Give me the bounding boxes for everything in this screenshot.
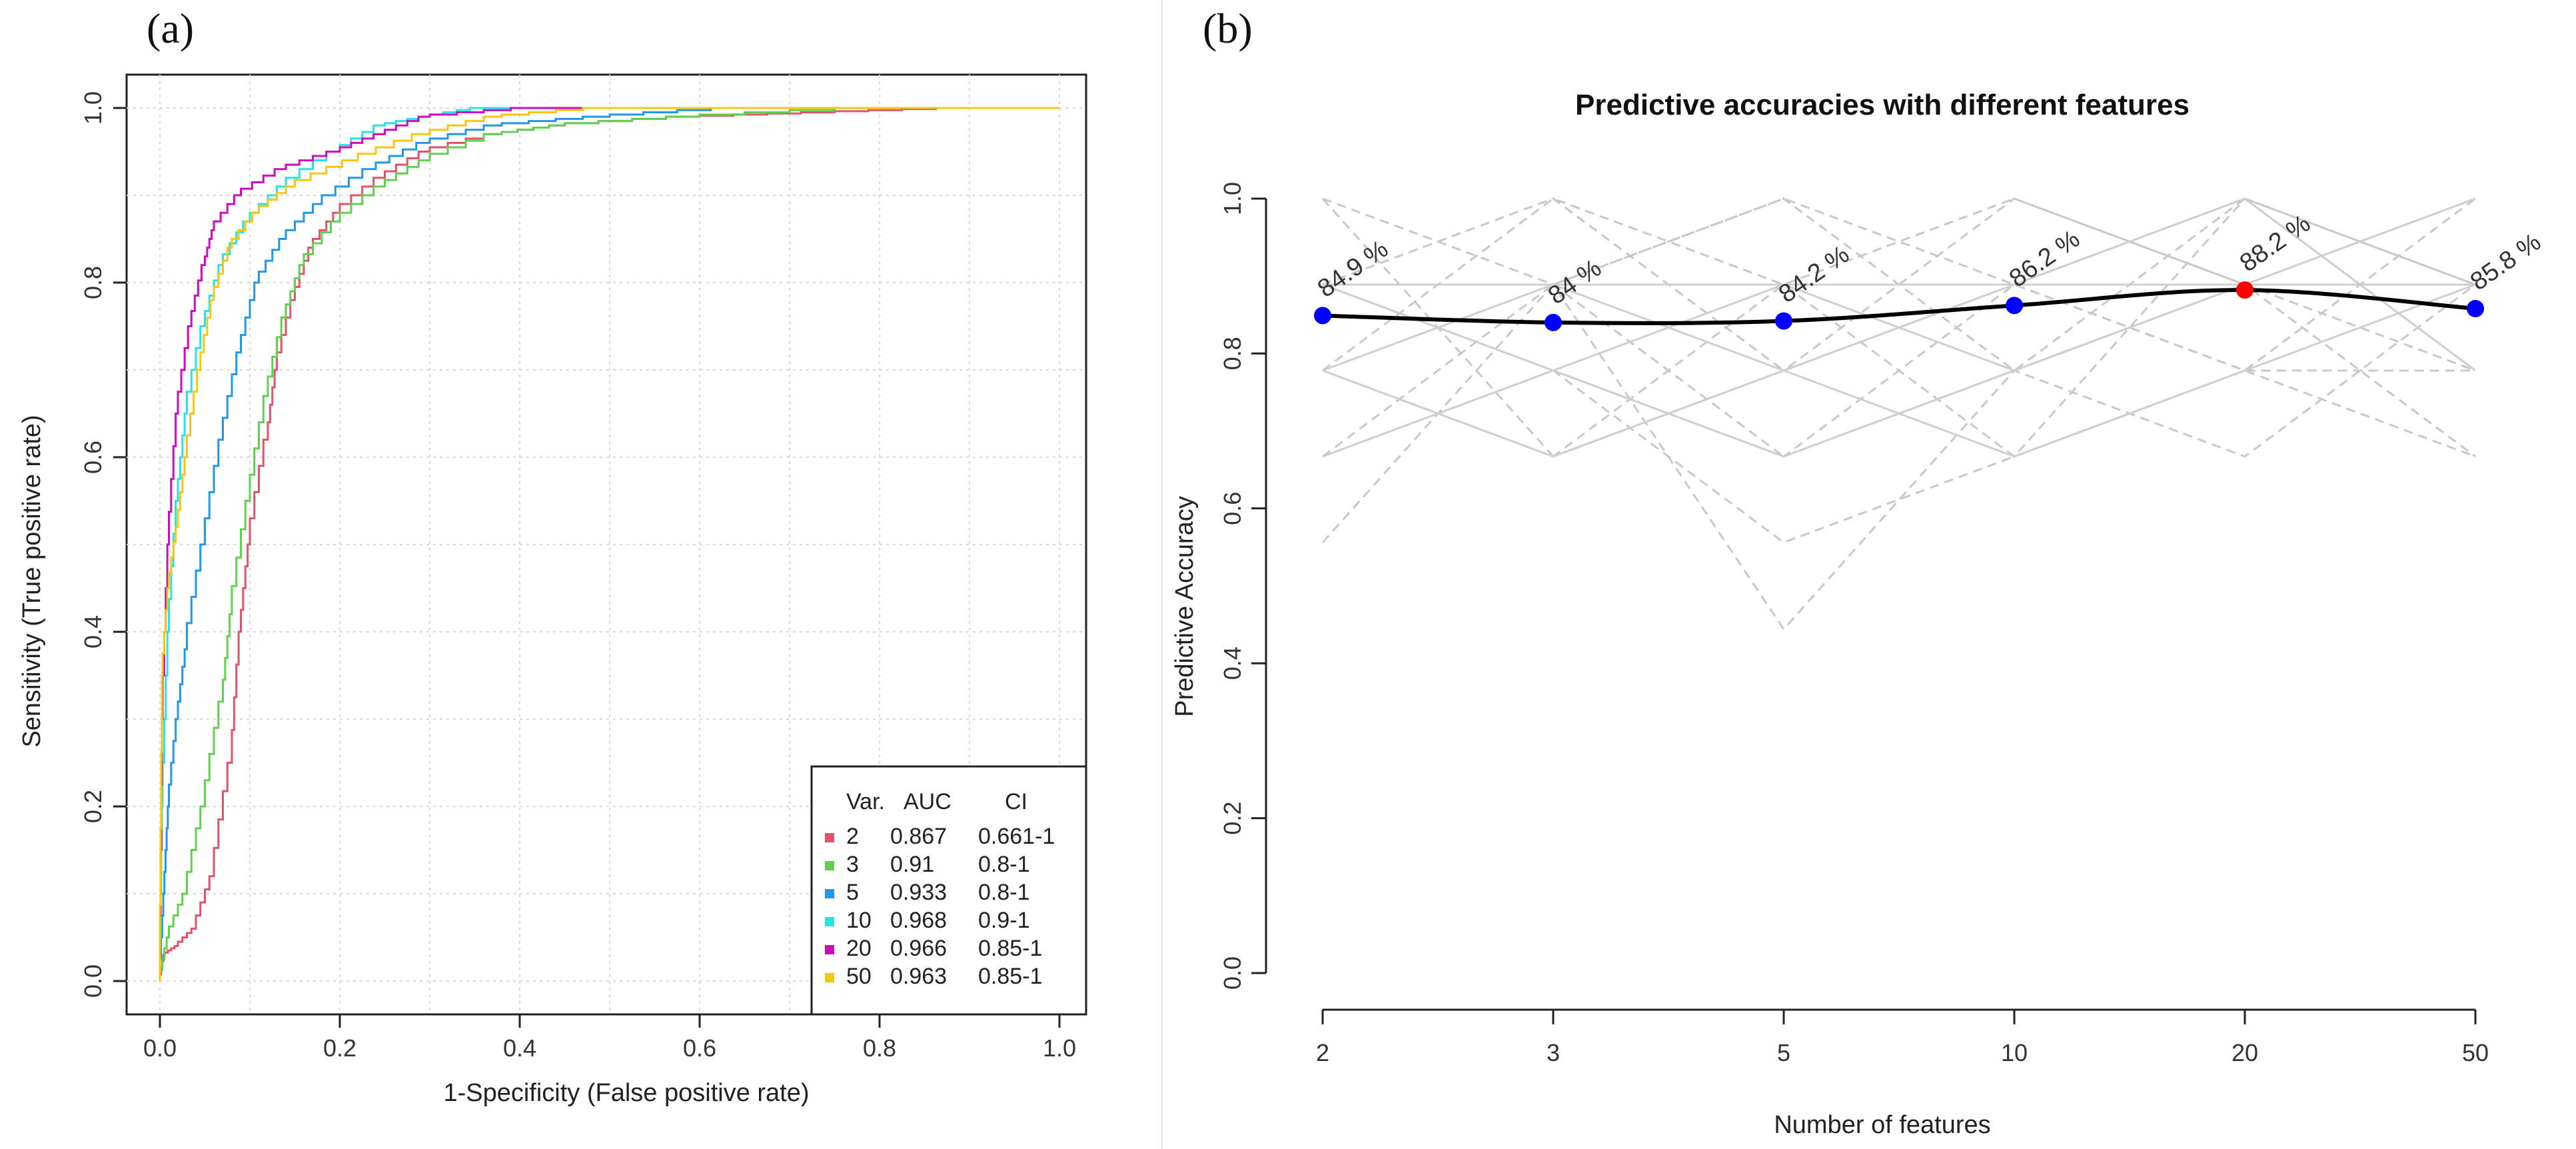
accuracy-point-2: [1314, 307, 1331, 325]
accuracy-point-label: 85.8 %: [2465, 228, 2546, 296]
roc-legend-var: 20: [846, 936, 872, 961]
accuracy-point-label: 84.2 %: [1774, 241, 1854, 309]
accuracy-background-solid-run: [1322, 283, 2476, 458]
accuracy-y-tick-label: 0.0: [1219, 956, 1246, 990]
accuracy-mean-series: 84.9 % 84 % 84.2 % 86.2 % 88.2 % 85.8 %: [1313, 209, 2546, 331]
accuracy-x-tick-label: 5: [1777, 1039, 1790, 1066]
accuracy-y-axis-label: Predictive Accuracy: [1171, 496, 1199, 717]
accuracy-chart-title: Predictive accuracies with different fea…: [1575, 89, 2190, 121]
roc-x-tick-label: 0.4: [503, 1034, 536, 1062]
accuracy-y-tick-label: 0.8: [1219, 337, 1246, 370]
roc-legend-swatch: [825, 861, 834, 870]
roc-legend-auc: 0.91: [890, 852, 934, 877]
roc-legend-auc: 0.966: [890, 936, 947, 961]
accuracy-background-run: [1322, 197, 2476, 458]
accuracy-point-label: 86.2 %: [2004, 225, 2085, 293]
roc-legend-var: 5: [846, 880, 859, 905]
accuracy-point-5: [1775, 312, 1792, 330]
roc-legend-auc: 0.968: [890, 908, 947, 933]
roc-legend-auc: 0.963: [890, 964, 947, 989]
roc-y-tick-label: 0.2: [79, 790, 107, 823]
roc-x-tick-label: 0.0: [143, 1034, 177, 1062]
accuracy-point-10: [2006, 297, 2023, 315]
roc-legend-ci: 0.9-1: [978, 908, 1030, 933]
accuracy-background-run: [1322, 197, 2476, 458]
accuracy-point-label: 84.9 %: [1313, 235, 1393, 303]
roc-legend-ci: 0.85-1: [978, 936, 1042, 961]
accuracy-point-50: [2467, 300, 2484, 318]
roc-curve-var-50: [159, 107, 1059, 981]
roc-legend-swatch: [825, 973, 834, 982]
accuracy-x-tick-label: 50: [2462, 1039, 2489, 1066]
roc-legend-swatch: [825, 889, 834, 898]
roc-legend-header: Var.: [846, 789, 885, 814]
roc-legend-ci: 0.8-1: [978, 880, 1030, 905]
roc-legend-var: 50: [846, 964, 872, 989]
roc-legend-box: [810, 765, 1087, 1016]
accuracy-y-tick-label: 0.6: [1219, 492, 1246, 525]
roc-x-tick-label: 0.8: [863, 1034, 896, 1062]
roc-legend-ci: 0.661-1: [978, 824, 1055, 849]
accuracy-x-axis-label: Number of features: [1774, 1111, 1990, 1139]
panel-a-label: (a): [147, 5, 194, 52]
roc-legend-swatch: [825, 833, 834, 842]
roc-curve-var-20: [159, 107, 1059, 981]
roc-x-tick-label: 1.0: [1043, 1034, 1076, 1062]
roc-legend: Var. AUC CI 2 0.867 0.661-1 3 0.91 0.8-1 5 0.933 0.…: [810, 765, 1087, 1016]
accuracy-background-run: [1322, 369, 2476, 544]
roc-legend-ci: 0.85-1: [978, 964, 1042, 989]
roc-y-tick-label: 0.0: [79, 964, 107, 998]
accuracy-point-20: [2236, 281, 2254, 299]
roc-legend-var: 2: [846, 824, 859, 849]
accuracy-chart: (b) Predictive accuracies with different…: [1171, 5, 2546, 1139]
roc-legend-auc: 0.933: [890, 880, 947, 905]
accuracy-x-tick-label: 2: [1316, 1039, 1329, 1066]
roc-legend-swatch: [825, 917, 834, 926]
accuracy-x-tick-label: 3: [1547, 1039, 1560, 1066]
roc-legend-header: AUC: [904, 789, 952, 814]
accuracy-y-tick-label: 0.2: [1219, 802, 1246, 835]
roc-legend-header: CI: [1005, 789, 1027, 814]
roc-legend-auc: 0.867: [890, 824, 947, 849]
roc-x-axis-label: 1-Specificity (False positive rate): [443, 1079, 809, 1107]
accuracy-mean-line: [1322, 288, 2476, 325]
accuracy-x-tick-label: 10: [2001, 1039, 2028, 1066]
roc-legend-var: 3: [846, 852, 859, 877]
accuracy-background-run: [1321, 283, 2476, 631]
panel-b-label: (b): [1203, 5, 1253, 52]
accuracy-y-tick-label: 0.4: [1219, 646, 1246, 680]
roc-axes: 0.0 0.2 0.4 0.6 0.8 1.0 0.0 0.2 0.4 0.6 0.8 1.0: [79, 91, 1076, 1062]
roc-y-tick-label: 0.6: [79, 441, 107, 474]
accuracy-point-3: [1545, 313, 1562, 331]
roc-y-tick-label: 1.0: [79, 91, 107, 125]
accuracy-background-runs: [1321, 197, 2476, 631]
roc-x-tick-label: 0.2: [323, 1034, 356, 1062]
roc-y-tick-label: 0.4: [79, 615, 107, 648]
roc-x-tick-label: 0.6: [683, 1034, 716, 1062]
accuracy-y-tick-label: 1.0: [1219, 182, 1246, 215]
accuracy-x-tick-label: 20: [2232, 1039, 2258, 1066]
accuracy-axes: 0.0 0.2 0.4 0.6 0.8 1.0 2 3 5 10 20 50: [1219, 182, 2489, 1066]
roc-series: [159, 107, 1059, 981]
roc-y-tick-label: 0.8: [79, 266, 107, 299]
roc-curve-var-10: [159, 107, 1059, 981]
accuracy-background-solid-run: [1322, 283, 2475, 458]
roc-legend-var: 10: [846, 908, 872, 933]
roc-curve-var-5: [159, 107, 1059, 981]
roc-legend-ci: 0.8-1: [978, 852, 1030, 877]
roc-legend-swatch: [825, 945, 834, 954]
roc-chart: (a) 0.0 0.2 0.4 0.6 0.8 1.0 0.0 0.2 0.4 0.6 0.8 1.0…: [18, 5, 1087, 1107]
roc-curve-var-3: [159, 107, 1059, 981]
roc-y-axis-label: Sensitivity (True positive rate): [18, 415, 46, 747]
